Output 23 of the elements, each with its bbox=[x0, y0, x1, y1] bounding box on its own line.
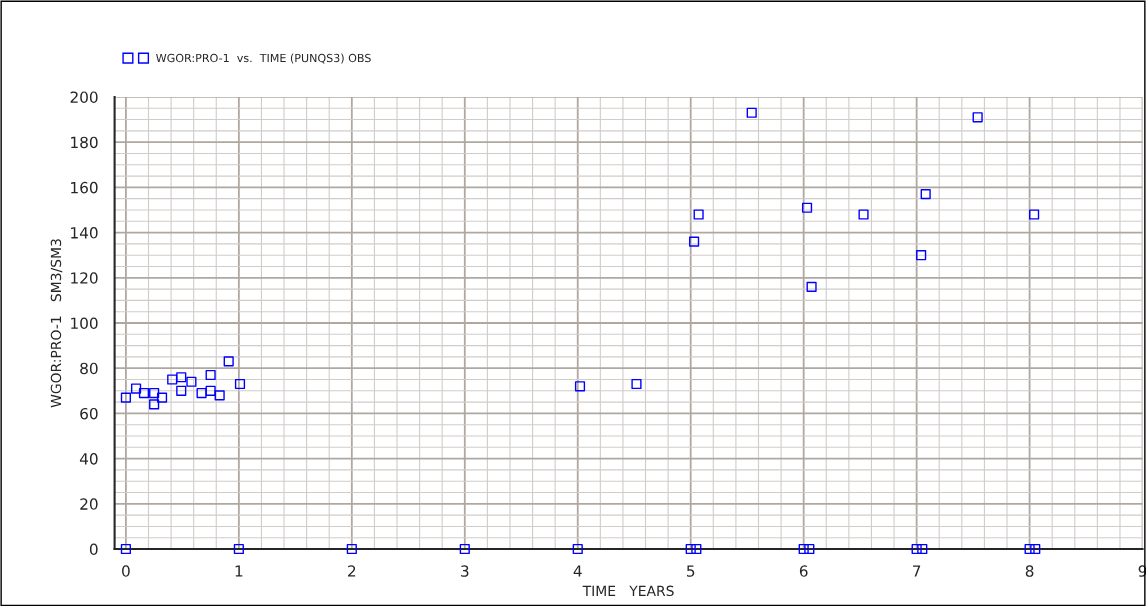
y-tick-label: 60 bbox=[80, 407, 98, 420]
y-tick-label: 80 bbox=[80, 362, 98, 375]
y-tick-label: 160 bbox=[71, 181, 98, 194]
legend-label: WGOR:PRO-1 vs. TIME (PUNQS3) OBS bbox=[156, 53, 371, 64]
y-tick-label: 20 bbox=[80, 498, 98, 510]
x-tick-label: 3 bbox=[461, 565, 469, 577]
x-tick-label: 2 bbox=[348, 565, 356, 577]
y-tick-label: 100 bbox=[71, 317, 98, 330]
x-tick-label: 7 bbox=[913, 565, 921, 577]
x-tick-label: 8 bbox=[1025, 565, 1034, 577]
x-tick-label: 0 bbox=[122, 565, 130, 577]
y-tick-label: 180 bbox=[71, 136, 98, 149]
y-tick-label: 0 bbox=[89, 543, 98, 556]
y-tick-label: 40 bbox=[79, 453, 98, 465]
y-axis-title: WGOR:PRO-1 SM3/SM3 bbox=[50, 239, 63, 408]
x-tick-label: 5 bbox=[687, 565, 695, 577]
y-tick-label: 200 bbox=[70, 91, 98, 103]
x-tick-label: 1 bbox=[235, 565, 243, 577]
x-tick-label: 6 bbox=[799, 565, 808, 577]
x-tick-label: 4 bbox=[573, 565, 582, 577]
y-tick-label: 140 bbox=[71, 227, 98, 239]
y-tick-label: 120 bbox=[71, 272, 98, 284]
x-axis-title: TIME YEARS bbox=[582, 585, 674, 597]
